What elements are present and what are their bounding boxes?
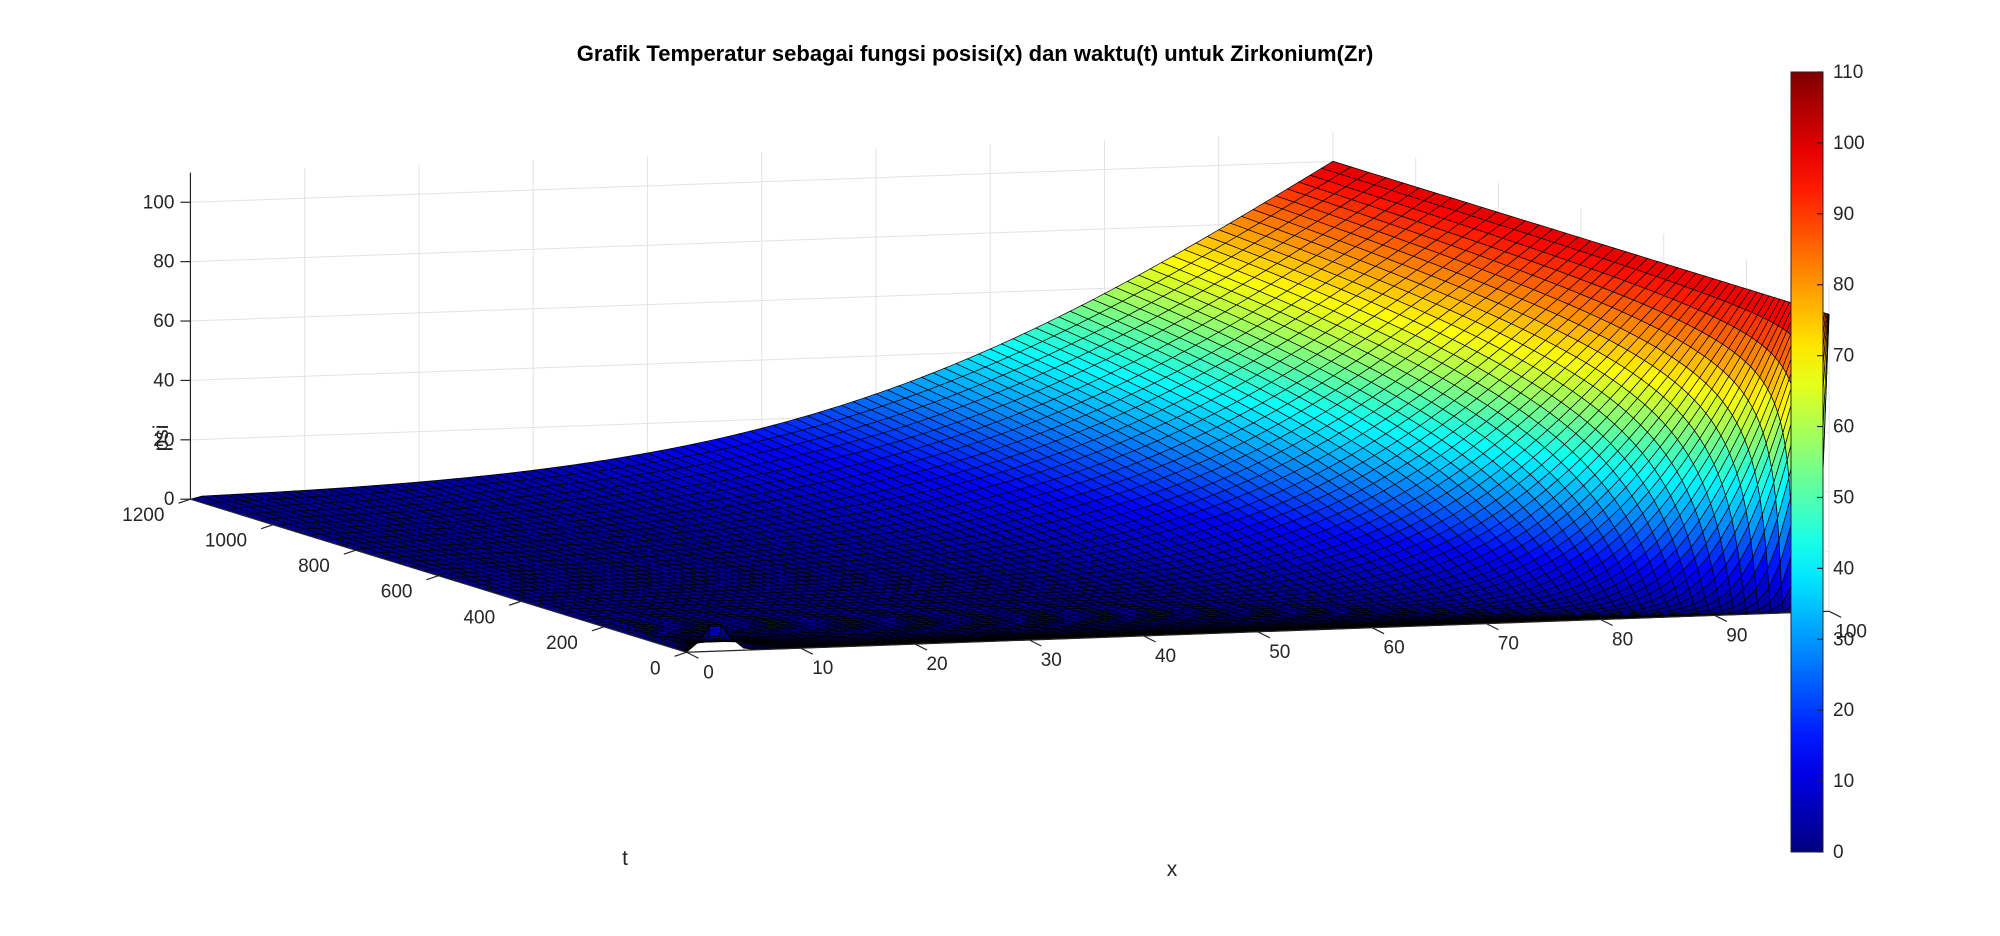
gridline — [190, 160, 1334, 203]
chart-title: Grafik Temperatur sebagai fungsi posisi(… — [577, 41, 1374, 66]
gridline — [190, 220, 1334, 263]
surface-mesh — [189, 160, 1830, 653]
